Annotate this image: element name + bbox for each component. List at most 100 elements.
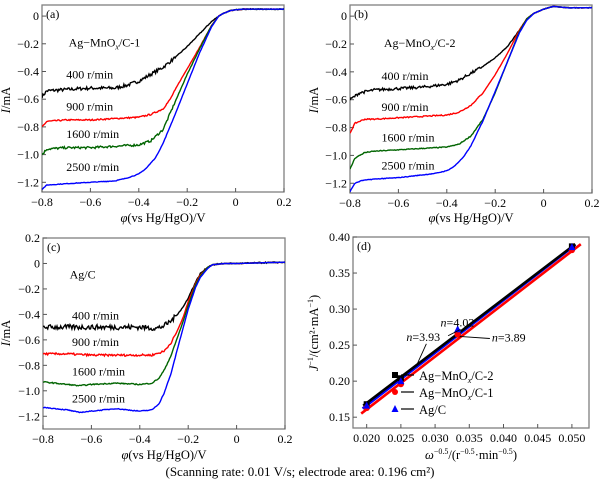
y-tick-label: −1.0 [18, 384, 40, 398]
y-tick-label: −0.6 [18, 333, 40, 347]
n-annotation: n=3.89 [492, 331, 526, 345]
sample-title: Ag/C [70, 268, 96, 282]
curve-label: 1600 r/min [72, 365, 125, 379]
x-tick-label: 0.030 [422, 431, 449, 445]
y-tick-label: −0.4 [18, 307, 40, 321]
legend: Ag−MnOx/C-2Ag−MnOx/C-1Ag/C [391, 369, 494, 417]
data-point [568, 243, 576, 251]
x-tick-label: −0.6 [80, 195, 102, 209]
panel-label: (b) [354, 7, 368, 21]
curve-label: 2500 r/min [72, 391, 125, 405]
data-point [397, 377, 405, 385]
legend-marker [392, 389, 398, 395]
annotation-arrow [459, 336, 490, 339]
panel-label: (d) [357, 239, 371, 253]
plot-frame [41, 4, 285, 193]
curve-label: 900 r/min [66, 99, 113, 113]
x-axis-label: φ(vs Hg/HgO)/V [428, 211, 513, 225]
curve-label: 1600 r/min [66, 127, 119, 141]
x-tick-label: −0.6 [81, 432, 103, 446]
n-annotation: n=3.93 [406, 330, 440, 344]
x-tick-label: −0.8 [32, 432, 54, 446]
y-tick-label: 0 [341, 9, 347, 23]
x-tick-label: −0.2 [177, 432, 199, 446]
series-line-2500 [42, 8, 284, 190]
x-tick-label: −0.4 [436, 196, 458, 210]
curve-label: 1600 r/min [381, 130, 434, 144]
series-line-400 [42, 7, 284, 99]
y-tick-label: 0.25 [329, 338, 350, 352]
x-tick-label: −0.8 [31, 195, 53, 209]
plot-frame [42, 237, 286, 430]
figure-caption: (Scanning rate: 0.01 V/s; electrode area… [165, 464, 435, 479]
x-tick-label: −0.2 [484, 196, 506, 210]
y-tick-label: 0 [34, 256, 40, 270]
x-tick-label: 0.035 [456, 431, 483, 445]
x-tick-label: −0.2 [176, 195, 198, 209]
y-tick-label: −1.2 [18, 409, 40, 423]
legend-label: Ag−MnOx/C-2 [419, 369, 494, 385]
x-tick-label: −0.4 [128, 195, 150, 209]
annotation-arrow [416, 343, 427, 366]
y-tick-label: −1.0 [325, 148, 347, 162]
y-tick-label: −1.2 [325, 176, 347, 190]
curve-label: 400 r/min [72, 308, 119, 322]
x-tick-label: −0.8 [339, 196, 361, 210]
fit-line [360, 243, 582, 415]
x-tick-label: −0.4 [129, 432, 151, 446]
panel-label: (c) [47, 240, 60, 254]
y-axis-label: I/mA [307, 87, 321, 114]
x-tick-label: 0.050 [558, 431, 585, 445]
series-line-2500 [43, 261, 285, 414]
y-tick-label: −0.2 [18, 282, 40, 296]
panel-a: −0.8 −0.6 −0.4 −0.2 0 0.2 0 −0.2 −0.4 −0.6 −0.8 −1.… [0, 4, 292, 225]
x-tick-label: 0.2 [585, 196, 600, 210]
data-point [454, 325, 462, 333]
y-tick-label: −0.6 [325, 93, 347, 107]
sample-title: Ag−MnOx/C-2 [384, 36, 456, 52]
curve-label: 400 r/min [381, 69, 428, 83]
data-point [363, 401, 371, 409]
y-tick-label: −0.2 [325, 37, 347, 51]
plot-frame [352, 236, 590, 429]
panel-d: 0.020 0.025 0.030 0.035 0.040 0.045 0.050 0.15 0… [306, 230, 590, 462]
legend-marker [392, 372, 398, 378]
x-tick-label: 0.2 [278, 432, 293, 446]
y-axis-label: J−1/(cm²·mA−1) [306, 295, 321, 371]
n-annotation: n=4.02 [441, 315, 475, 329]
y-tick-label: 0.40 [329, 230, 350, 244]
y-tick-label: −1.0 [17, 148, 39, 162]
y-tick-label: −0.8 [17, 120, 39, 134]
y-tick-label: −0.2 [17, 37, 39, 51]
y-tick-label: −0.4 [325, 65, 347, 79]
series-line-2500 [350, 5, 592, 193]
x-axis-label: φ(vs Hg/HgO)/V [120, 211, 205, 225]
y-tick-label: −0.8 [18, 358, 40, 372]
x-tick-label: 0.2 [277, 195, 292, 209]
y-tick-label: −0.8 [325, 121, 347, 135]
y-tick-label: 0.2 [25, 231, 40, 245]
data-point [454, 331, 461, 338]
y-tick-label: −0.4 [17, 64, 39, 78]
y-tick-label: 0.35 [329, 266, 350, 280]
annotation-arrow [447, 328, 461, 337]
y-tick-label: 0.20 [329, 374, 350, 388]
y-tick-label: −1.2 [17, 175, 39, 189]
x-tick-label: 0.020 [353, 431, 380, 445]
curve-label: 900 r/min [72, 335, 119, 349]
x-tick-label: 0 [541, 196, 547, 210]
panel-b: −0.8 −0.6 −0.4 −0.2 0 0.2 0 −0.2 −0.4 −0.6 −0.8 −1.… [307, 4, 600, 225]
y-tick-label: 0 [33, 9, 39, 23]
series-line-400 [350, 5, 592, 101]
curve-label: 2500 r/min [381, 158, 434, 172]
x-tick-label: −0.6 [388, 196, 410, 210]
y-tick-label: −0.6 [17, 92, 39, 106]
curve-label: 2500 r/min [66, 160, 119, 174]
x-tick-label: 0.025 [387, 431, 414, 445]
legend-label: Ag−MnOx/C-1 [419, 386, 494, 402]
x-tick-label: 0.045 [524, 431, 551, 445]
panel-c: −0.8 −0.6 −0.4 −0.2 0 0.2 0.2 0 −0.2 −0.4 −0.6 −0.8… [0, 231, 293, 462]
legend-label: Ag/C [419, 403, 446, 417]
panel-label: (a) [46, 7, 59, 21]
